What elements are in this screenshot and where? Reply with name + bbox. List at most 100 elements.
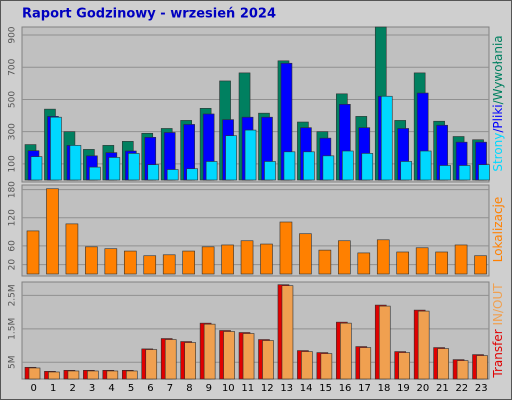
bar	[303, 151, 315, 181]
x-tick-label: 17	[358, 383, 371, 394]
bar	[201, 246, 215, 275]
x-tick-label: 4	[108, 383, 114, 394]
legend-entry: Strony	[491, 133, 505, 172]
bar	[357, 252, 371, 275]
x-tick-label: 8	[186, 383, 192, 394]
x-tick-label: 1	[50, 383, 56, 394]
bar	[240, 240, 254, 275]
bar	[143, 255, 157, 275]
bar	[125, 370, 138, 380]
x-tick-label: 3	[89, 383, 95, 394]
x-tick-label: 18	[378, 383, 391, 394]
bar	[223, 331, 235, 380]
bar	[378, 305, 391, 380]
x-tick-label: 5	[128, 383, 134, 394]
y-tick-label: 60	[8, 240, 18, 252]
legend-entry: /Pliki	[491, 104, 505, 132]
x-tick-label: 22	[455, 383, 468, 394]
bar	[203, 323, 216, 380]
bar	[476, 355, 488, 380]
bar	[279, 221, 293, 275]
bar	[417, 310, 430, 380]
x-tick-label: 0	[31, 383, 37, 394]
bar	[283, 151, 296, 181]
bar	[299, 233, 312, 275]
bar	[145, 349, 158, 380]
legend-entry: IN/OUT	[491, 283, 505, 326]
x-tick-label: 9	[206, 383, 212, 394]
chart-title: Raport Godzinowy - wrzesień 2024	[22, 7, 276, 22]
bar	[166, 169, 179, 181]
bar	[361, 153, 374, 181]
bar	[398, 352, 411, 380]
bar	[376, 239, 390, 275]
x-tick-label: 6	[147, 383, 153, 394]
x-tick-label: 14	[300, 383, 313, 394]
bar	[186, 168, 198, 181]
x-tick-label: 20	[417, 383, 430, 394]
bar	[89, 166, 101, 181]
bar	[127, 153, 140, 181]
bar	[30, 156, 43, 181]
bar	[244, 129, 257, 181]
y-tick-label: 2.5M	[8, 284, 18, 306]
bar	[419, 150, 432, 181]
bar	[262, 340, 274, 380]
bar	[26, 230, 40, 275]
bar	[478, 164, 490, 181]
bar	[474, 255, 487, 275]
x-tick-label: 11	[241, 383, 254, 394]
x-tick-label: 10	[222, 383, 235, 394]
y-tick-label: 700	[8, 58, 18, 75]
y-tick-label: 300	[8, 123, 18, 140]
x-tick-label: 19	[397, 383, 410, 394]
x-tick-label: 13	[280, 383, 293, 394]
bar	[162, 254, 176, 275]
bar	[106, 370, 119, 380]
bar	[320, 353, 333, 380]
legend: Strony/Pliki/Wywołania	[491, 35, 505, 171]
bar	[264, 161, 276, 181]
bar	[396, 251, 410, 275]
bar	[28, 367, 41, 380]
bar	[260, 243, 273, 275]
bar	[340, 322, 352, 380]
y-tick-label: 20	[8, 259, 18, 271]
bar	[380, 95, 393, 181]
legend-entry: /Wywołania	[491, 35, 505, 104]
bar	[439, 165, 451, 181]
bar	[184, 342, 196, 380]
x-tick-label: 12	[261, 383, 274, 394]
y-tick-label: 900	[8, 26, 18, 43]
bar	[87, 370, 99, 380]
bar	[338, 240, 351, 275]
bar	[454, 244, 468, 275]
bar	[225, 135, 237, 181]
x-tick-label: 7	[167, 383, 173, 394]
x-tick-label: 16	[339, 383, 352, 394]
bar	[147, 164, 160, 181]
bar	[65, 223, 79, 275]
x-tick-label: 23	[475, 383, 488, 394]
legend-entry: Lokalizacje	[491, 197, 505, 263]
bar	[342, 150, 354, 181]
bar	[123, 250, 137, 275]
bar	[69, 145, 82, 181]
x-tick-label: 15	[319, 383, 332, 394]
bar	[50, 116, 62, 181]
panel	[21, 184, 490, 277]
bar	[437, 348, 449, 380]
bar	[164, 339, 177, 380]
y-tick-label: 100	[8, 155, 18, 172]
bar	[205, 161, 218, 181]
bar	[435, 251, 448, 275]
bar	[318, 249, 332, 275]
bar	[322, 155, 335, 181]
bar	[281, 285, 294, 380]
y-tick-label: 1.5M	[8, 318, 18, 340]
bar	[104, 248, 118, 275]
y-tick-label: 180	[8, 181, 18, 198]
legend-entry: Transfer	[491, 326, 505, 379]
bar	[301, 351, 313, 380]
